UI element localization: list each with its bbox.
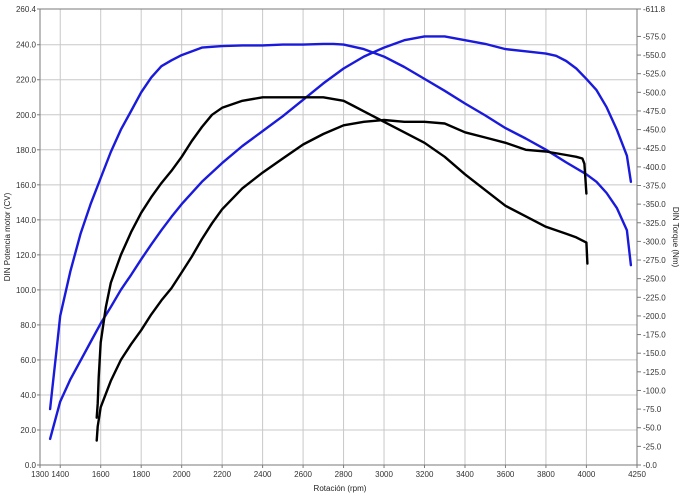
y-tick-label: 160.0 (16, 181, 37, 190)
y2-tick-label: -175.0 (643, 331, 666, 340)
y-axis-ticks: 0.0 20.0 40.0 60.0 80.0 100.0 120.0 140.0 160.0 1… (16, 5, 40, 470)
y-tick-label: 0.0 (25, 461, 37, 470)
plot-frame (39, 8, 638, 466)
y-tick-label: 200.0 (16, 111, 37, 120)
x-tick-label: 1300 (31, 470, 49, 479)
y-tick-label: 140.0 (16, 216, 37, 225)
y2-tick-label: -475.0 (643, 107, 666, 116)
y2-axis-title: DIN Torque (Nm) (671, 207, 680, 268)
y-tick-label: 60.0 (20, 356, 36, 365)
x-tick-label: 1800 (132, 470, 150, 479)
x-tick-label: 2600 (294, 470, 312, 479)
y-axis-title: DIN Potencia motor (CV) (3, 192, 12, 281)
y2-tick-label: -575.0 (643, 32, 666, 41)
x-tick-label: 2400 (254, 470, 272, 479)
y2-tick-label: -50.0 (643, 424, 662, 433)
x-tick-label: 1600 (92, 470, 110, 479)
series-lines (48, 35, 633, 442)
x-tick-label: 4000 (578, 470, 596, 479)
y-tick-label: 180.0 (16, 146, 37, 155)
x-tick-label: 3600 (497, 470, 515, 479)
y2-tick-label: -350.0 (643, 200, 666, 209)
x-tick-label: 3000 (375, 470, 393, 479)
y-tick-label: 220.0 (16, 76, 37, 85)
y2-tick-label: -225.0 (643, 293, 666, 302)
y2-tick-label: -425.0 (643, 144, 666, 153)
y-tick-label: 40.0 (20, 391, 36, 400)
torque-curve-2 (48, 35, 633, 441)
y2-tick-label: -25.0 (643, 442, 662, 451)
x-tick-label: 2000 (173, 470, 191, 479)
y2-tick-label: -250.0 (643, 275, 666, 284)
y2-tick-label: -525.0 (643, 70, 666, 79)
y2-tick-label: -450.0 (643, 126, 666, 135)
x-axis-ticks: 1300 1400 1600 1800 2000 2200 2400 2600 2800 3000… (31, 465, 646, 479)
y2-tick-label: -100.0 (643, 386, 666, 395)
y2-tick-label: -611.8 (643, 5, 666, 14)
y-tick-label: 80.0 (20, 321, 36, 330)
y2-axis-ticks: -0.0 -25.0 -50.0 -75.0 -100.0 -125.0 -150.0 -17… (637, 5, 666, 470)
x-tick-label: 3200 (416, 470, 434, 479)
x-tick-label: 4250 (628, 470, 646, 479)
y2-tick-label: -200.0 (643, 312, 666, 321)
y-tick-label: 20.0 (20, 426, 36, 435)
x-tick-label: 1400 (51, 470, 69, 479)
y2-tick-label: -150.0 (643, 349, 666, 358)
y-tick-label: 100.0 (16, 286, 37, 295)
y2-tick-label: -325.0 (643, 219, 666, 228)
y2-tick-label: -550.0 (643, 51, 666, 60)
x-tick-label: 2200 (213, 470, 231, 479)
y2-tick-label: -275.0 (643, 256, 666, 265)
y2-tick-label: -400.0 (643, 163, 666, 172)
y2-tick-label: -125.0 (643, 368, 666, 377)
x-axis-title: Rotación (rpm) (314, 484, 367, 493)
y-tick-label: 260.4 (16, 5, 37, 14)
y2-tick-label: -0.0 (643, 461, 657, 470)
y-tick-label: 240.0 (16, 41, 37, 50)
x-tick-label: 3400 (456, 470, 474, 479)
x-tick-label: 2800 (335, 470, 353, 479)
y2-tick-label: -375.0 (643, 181, 666, 190)
y2-tick-label: -300.0 (643, 237, 666, 246)
y-tick-label: 120.0 (16, 251, 37, 260)
power-curve-3 (95, 96, 589, 419)
x-tick-label: 3800 (537, 470, 555, 479)
y2-tick-label: -500.0 (643, 88, 666, 97)
y2-tick-label: -75.0 (643, 405, 662, 414)
power-curve-4 (95, 118, 588, 442)
